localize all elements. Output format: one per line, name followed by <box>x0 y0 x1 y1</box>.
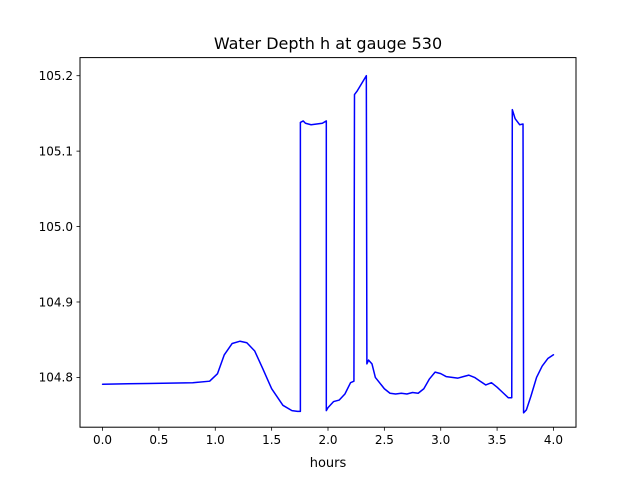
plot-area <box>80 57 576 428</box>
x-axis-label: hours <box>310 456 347 471</box>
y-tick-label: 104.8 <box>39 371 73 385</box>
y-tick-label: 105.0 <box>39 220 73 234</box>
y-tick-label: 105.1 <box>39 144 73 158</box>
x-tick-label: 0.5 <box>149 433 168 447</box>
x-tick-label: 3.5 <box>488 433 507 447</box>
x-tick-label: 2.5 <box>375 433 394 447</box>
y-tick-label: 105.2 <box>39 69 73 83</box>
y-tick-label: 104.9 <box>39 295 73 309</box>
x-tick-label: 3.0 <box>431 433 450 447</box>
series-line-0 <box>101 74 555 414</box>
y-axis-ticks: 104.8 104.9 105.0 105.1 105.2 <box>39 69 80 385</box>
series-layer <box>101 74 555 414</box>
x-axis-ticks: 0.0 0.5 1.0 1.5 2.0 2.5 3.0 3.5 4.0 <box>93 427 563 447</box>
chart-title: Water Depth h at gauge 530 <box>214 34 442 53</box>
x-tick-label: 2.0 <box>318 433 337 447</box>
x-tick-label: 1.5 <box>262 433 281 447</box>
x-tick-label: 1.0 <box>206 433 225 447</box>
x-tick-label: 0.0 <box>93 433 112 447</box>
x-tick-label: 4.0 <box>544 433 563 447</box>
